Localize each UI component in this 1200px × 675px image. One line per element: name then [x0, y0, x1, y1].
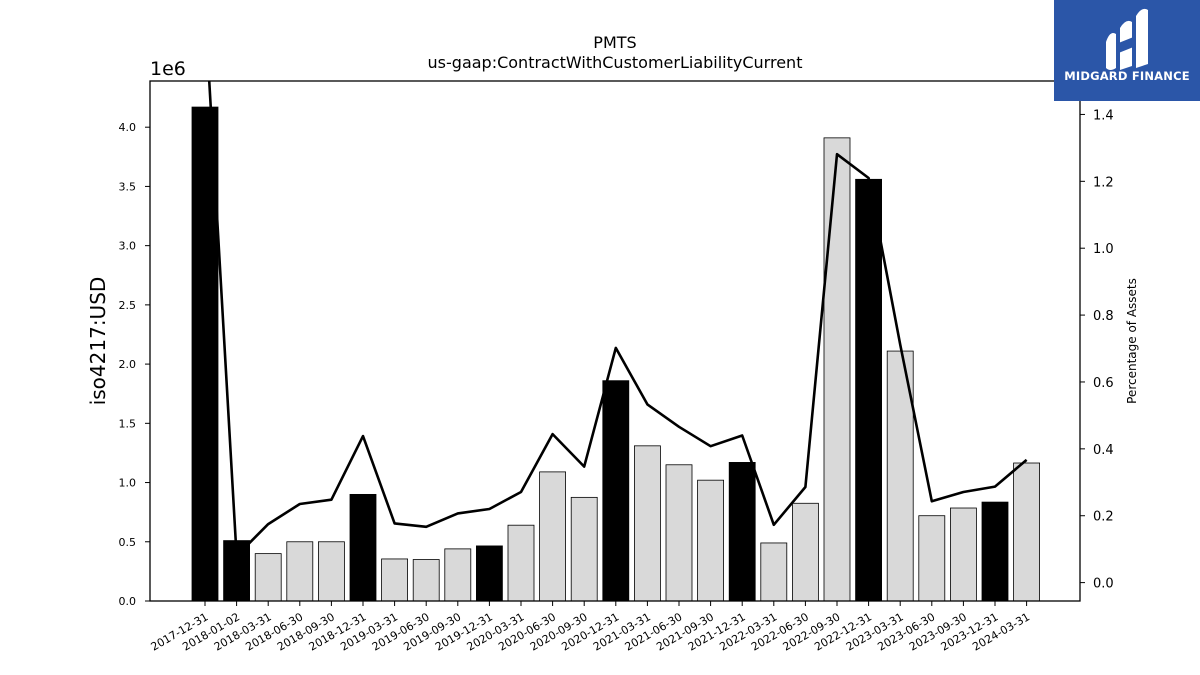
bar-2020-06-30: [539, 471, 566, 601]
bar-2017-12-31: [191, 106, 219, 601]
y2-tick-label: 1.4: [1093, 108, 1114, 123]
bar-2022-03-31: [760, 542, 788, 601]
bar-2023-06-30: [918, 515, 946, 601]
bar-2023-09-30: [950, 507, 977, 601]
y-axis-label: iso4217:USD: [86, 277, 110, 406]
bar-2022-06-30: [792, 502, 819, 601]
bar-2021-03-31: [634, 445, 661, 601]
y2-tick-label: 1.0: [1093, 242, 1114, 257]
y-tick-label: 0.5: [119, 536, 137, 549]
y2-tick-label: 0.2: [1093, 510, 1114, 525]
bar-2018-03-31: [254, 553, 282, 601]
chart-title: PMTS: [593, 33, 636, 52]
y2-tick-label: 0.4: [1093, 443, 1114, 458]
bar-series: [191, 106, 1040, 601]
bar-2018-09-30: [317, 541, 345, 601]
plot-frame: [149, 80, 1081, 602]
bar-2021-06-30: [665, 464, 693, 601]
bar-2023-12-31: [981, 501, 1009, 601]
y2-tick-label: 0.8: [1093, 309, 1114, 324]
bar-2019-09-30: [444, 548, 472, 601]
bar-2018-06-30: [286, 541, 314, 601]
bar-2022-09-30: [823, 137, 851, 601]
logo-text: MIDGARD FINANCE: [1064, 69, 1190, 83]
y-tick-label: 0.0: [119, 595, 137, 608]
bar-2018-12-31: [349, 493, 377, 601]
bar-2020-09-30: [570, 496, 598, 601]
y2-tick-label: 0.6: [1093, 376, 1114, 391]
midgard-finance-logo: MIDGARD FINANCE: [1054, 0, 1200, 101]
bar-2020-12-31: [602, 380, 630, 601]
logo-mark-icon: [1106, 8, 1148, 70]
chart-subtitle: us-gaap:ContractWithCustomerLiabilityCur…: [428, 53, 803, 72]
bar-2024-03-31: [1013, 462, 1040, 601]
y-tick-label: 1.5: [119, 417, 137, 430]
y-tick-label: 4.0: [119, 121, 137, 134]
y-tick-label: 2.5: [119, 299, 137, 312]
bar-2019-03-31: [381, 558, 409, 601]
bar-2019-12-31: [475, 545, 503, 601]
y2-tick-label: 0.0: [1093, 577, 1114, 592]
y-tick-label: 3.0: [119, 240, 137, 253]
bar-2020-03-31: [507, 524, 535, 601]
y-scale-label: 1e6: [150, 58, 186, 80]
bar-2021-09-30: [697, 479, 724, 601]
y-tick-label: 3.5: [119, 180, 137, 193]
bar-2021-12-31: [728, 462, 756, 601]
line-series: [207, 81, 1028, 558]
y2-tick-label: 1.2: [1093, 175, 1114, 190]
bar-2019-06-30: [412, 559, 440, 601]
y-tick-label: 1.0: [119, 477, 137, 490]
y2-axis-label: Percentage of Assets: [1125, 278, 1139, 404]
y-tick-label: 2.0: [119, 358, 137, 371]
bar-2022-12-31: [855, 178, 882, 601]
